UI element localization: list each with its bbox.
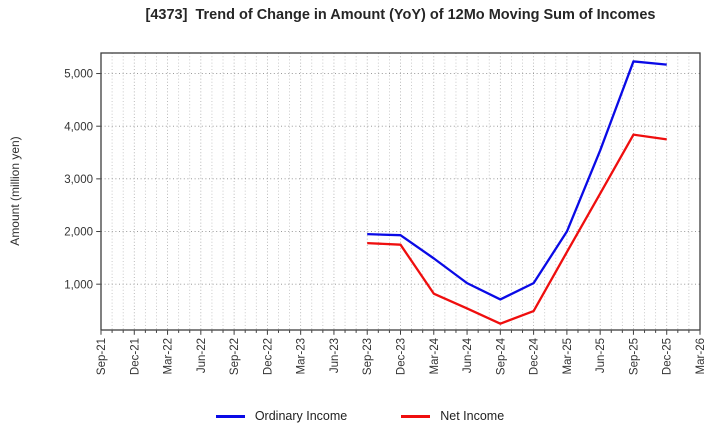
series-line-ordinary-income: [367, 60, 667, 301]
x-tick-label: Jun-23: [329, 338, 341, 373]
x-tick-label: Mar-22: [163, 338, 175, 374]
x-tick-label: Sep-25: [628, 338, 640, 375]
x-tick-label: Dec-21: [129, 338, 141, 375]
x-tick-label: Dec-23: [396, 338, 408, 375]
x-tick-label: Mar-26: [695, 338, 707, 374]
ordinary-income-line-sample: [215, 414, 245, 418]
series-line-net-income: [367, 133, 667, 325]
x-tick-label: Sep-22: [229, 338, 241, 375]
x-tick-label: Jun-25: [595, 338, 607, 373]
x-tick-label: Mar-25: [562, 338, 574, 374]
legend-item-ordinary-income: Ordinary Income: [215, 409, 348, 423]
legend: Ordinary Income Net Income: [0, 404, 720, 428]
legend-label-ordinary-income: Ordinary Income: [254, 409, 348, 423]
y-tick-label: 2,000: [64, 227, 93, 239]
x-tick-label: Dec-22: [262, 338, 274, 375]
x-tick-label: Sep-21: [96, 338, 108, 375]
x-tick-label: Mar-23: [296, 338, 308, 374]
legend-label-net-income: Net Income: [440, 409, 505, 423]
x-tick-label: Sep-24: [495, 337, 507, 375]
y-tick-label: 1,000: [64, 279, 93, 291]
net-income-line-sample: [401, 414, 431, 418]
x-tick-label: Sep-23: [362, 338, 374, 375]
y-axis-label: Amount (million yen): [8, 136, 22, 246]
y-tick-label: 3,000: [64, 174, 93, 186]
chart-title: [4373] Trend of Change in Amount (YoY) o…: [145, 7, 656, 23]
x-tick-label: Jun-22: [196, 338, 208, 373]
x-tick-label: Dec-24: [529, 337, 541, 375]
x-tick-label: Jun-24: [462, 337, 474, 373]
axis-frame: [100, 52, 701, 331]
y-tick-label: 4,000: [64, 121, 93, 133]
y-tick-label: 5,000: [64, 69, 93, 81]
x-tick-label: Mar-24: [429, 337, 441, 374]
x-tick-label: Dec-25: [662, 338, 674, 375]
legend-item-net-income: Net Income: [401, 409, 504, 423]
